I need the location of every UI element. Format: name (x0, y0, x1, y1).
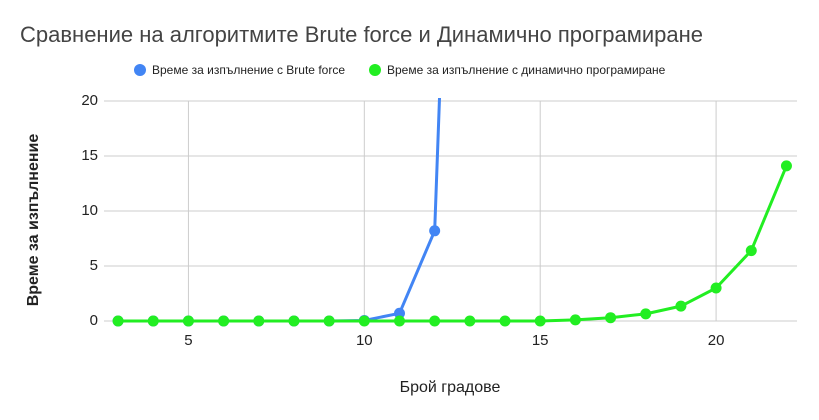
x-tick-label: 5 (184, 332, 192, 349)
y-tick-label: 15 (81, 147, 98, 164)
y-tick-label: 5 (90, 257, 98, 274)
data-point (393, 307, 405, 319)
data-point (147, 315, 159, 327)
plot-area (112, 98, 792, 327)
x-axis-label: Брой градове (400, 379, 501, 396)
y-tick-label: 10 (81, 202, 98, 219)
legend-marker (134, 64, 146, 76)
chart-title: Сравнение на алгоритмите Brute force и Д… (20, 22, 703, 47)
data-point (323, 315, 335, 327)
y-tick-label: 20 (81, 92, 98, 109)
data-point (218, 315, 230, 327)
data-point (429, 315, 441, 327)
series-line (118, 165, 788, 323)
data-point (569, 314, 581, 326)
data-point (182, 315, 194, 327)
data-point (288, 315, 300, 327)
data-point (780, 160, 792, 172)
data-point (464, 315, 476, 327)
x-tick-label: 15 (532, 332, 549, 349)
data-point (675, 300, 687, 312)
data-point (429, 225, 441, 237)
data-point (605, 312, 617, 324)
y-axis-label: Време за изпълнение (25, 134, 42, 307)
data-point (253, 315, 265, 327)
data-point (112, 315, 124, 327)
series-line (118, 98, 442, 323)
data-point (534, 315, 546, 327)
legend-label: Време за изпълнение с динамично програми… (387, 63, 666, 77)
y-tick-label: 0 (90, 312, 98, 329)
data-point (358, 315, 370, 327)
data-point (745, 245, 757, 257)
data-point (393, 315, 405, 327)
grid (104, 100, 797, 322)
legend-label: Време за изпълнение с Brute force (152, 63, 345, 77)
data-point (499, 315, 511, 327)
data-point (710, 282, 722, 294)
x-tick-label: 10 (356, 332, 373, 349)
data-point (640, 308, 652, 320)
x-tick-label: 20 (708, 332, 725, 349)
legend-marker (369, 64, 381, 76)
